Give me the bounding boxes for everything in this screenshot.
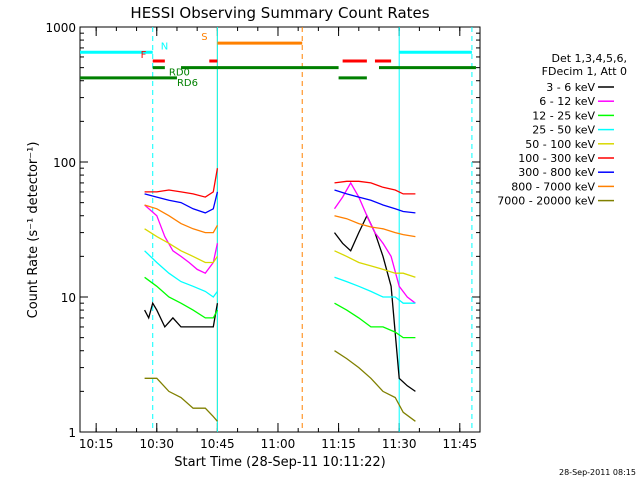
series-line bbox=[144, 301, 219, 329]
series-line bbox=[334, 276, 416, 304]
legend-entry-label: 100 - 300 keV bbox=[518, 152, 595, 165]
series-line bbox=[334, 215, 416, 238]
x-tick-label: 10:30 bbox=[139, 437, 174, 451]
flag-label-s: S bbox=[201, 32, 207, 43]
series-line bbox=[334, 302, 416, 339]
x-tick-label: 11:15 bbox=[321, 437, 356, 451]
legend-entry-label: 7000 - 20000 keV bbox=[497, 195, 595, 208]
x-tick-label: 11:45 bbox=[443, 437, 478, 451]
y-tick-label: 100 bbox=[53, 156, 76, 170]
series-line bbox=[144, 228, 218, 264]
y-axis-label: Count Rate (s⁻¹ detector⁻¹) bbox=[26, 142, 41, 319]
plot-frame bbox=[79, 26, 481, 433]
y-tick-label: 1000 bbox=[45, 21, 76, 35]
legend-entry-label: 25 - 50 keV bbox=[532, 124, 595, 137]
footer-date: 28-Sep-2011 08:15 bbox=[559, 468, 636, 477]
series-line bbox=[144, 191, 219, 214]
x-tick-label: 10:45 bbox=[200, 437, 235, 451]
series-line bbox=[334, 350, 416, 422]
flag-label-rd6: RD6 bbox=[177, 78, 198, 89]
series-line bbox=[144, 168, 219, 198]
series-line bbox=[144, 204, 219, 275]
x-tick-label: 10:15 bbox=[79, 437, 114, 451]
y-tick-label: 1 bbox=[68, 426, 76, 440]
plot-area: 1 10 100 1000 10:15 10:30 10:45 11:00 11:15 11:30… bbox=[45, 21, 481, 451]
legend-header: FDecim 1, Att 0 bbox=[542, 65, 627, 78]
series-line bbox=[334, 180, 416, 195]
legend-entry-label: 300 - 800 keV bbox=[518, 166, 595, 179]
flag-label-n: N bbox=[161, 41, 168, 52]
x-axis-label: Start Time (28-Sep-11 10:11:22) bbox=[174, 455, 385, 470]
series-line bbox=[144, 377, 218, 422]
series-line bbox=[334, 189, 416, 214]
x-tick-label: 11:00 bbox=[261, 437, 296, 451]
series-line bbox=[334, 250, 416, 278]
legend-header: Det 1,3,4,5,6, bbox=[551, 52, 627, 65]
legend: Det 1,3,4,5,6,FDecim 1, Att 0 3 - 6 keV6 … bbox=[497, 52, 627, 208]
legend-entry-label: 50 - 100 keV bbox=[525, 138, 595, 151]
legend-entry-label: 12 - 25 keV bbox=[532, 109, 595, 122]
series-line bbox=[144, 276, 218, 319]
chart-title: HESSI Observing Summary Count Rates bbox=[130, 4, 429, 22]
flag-label-rd0: RD0 bbox=[169, 68, 190, 79]
series-line bbox=[333, 181, 416, 304]
legend-entry-label: 3 - 6 keV bbox=[546, 81, 595, 94]
series-line bbox=[144, 204, 218, 234]
legend-entry-label: 6 - 12 keV bbox=[539, 95, 595, 108]
legend-entry-label: 800 - 7000 keV bbox=[511, 180, 595, 193]
series-line bbox=[144, 250, 218, 298]
flag-label-f: F bbox=[141, 50, 147, 61]
y-tick-label: 10 bbox=[61, 291, 76, 305]
x-tick-label: 11:30 bbox=[382, 437, 417, 451]
